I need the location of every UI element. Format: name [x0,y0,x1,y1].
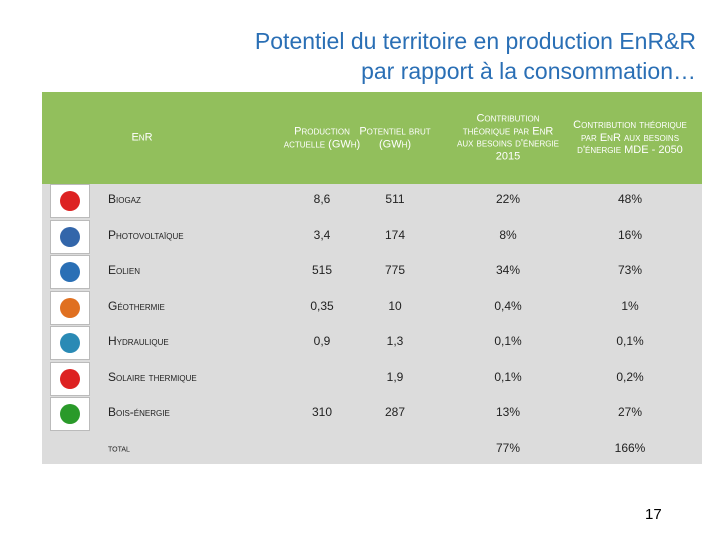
icon-shape [60,191,80,211]
value-cell: 1% [621,298,639,313]
title-line: par rapport à la consommation… [361,58,696,84]
value-cell: 0,1% [494,369,522,384]
value-cell: 775 [384,263,406,278]
icon-shape [60,297,80,318]
header-cell: EnR [131,131,153,144]
value-cell: 77% [495,440,521,455]
value-cell: 0,1% [616,334,644,349]
value-cell: 310 [311,405,333,420]
value-cell: 10 [388,298,402,313]
icon [50,290,90,325]
icon [50,219,90,254]
page-number-box: 17 [585,490,715,540]
header-cell: Contribution théorique par EnR aux besoi… [573,119,687,157]
header-cell: Potentiel brut (GWh) [359,125,431,150]
table-header [42,92,702,184]
icon [50,255,90,289]
value-cell: 511 [385,192,405,207]
icon-shape [60,404,80,424]
value-cell: 73% [617,263,643,278]
header-cell: Production actuelle (GWh) [283,125,361,150]
value-cell: 34% [495,263,521,278]
value-cell: 174 [384,227,406,242]
table: EnR Production actuelle (GWh) Potentiel br… [42,92,702,464]
row-label: Biogaz [108,192,141,207]
row-label: total [108,442,130,454]
icon-shape [60,368,80,389]
value-cell: 13% [495,405,521,420]
value-cell: 8,6 [313,192,331,207]
value-cell: 0,4% [494,298,522,313]
value-cell: 48% [617,192,643,207]
value-cell: 0,35 [310,298,334,313]
value-cell: 22% [495,192,521,207]
value-cell: 27% [617,405,643,420]
icon-shape [60,262,80,282]
page-number: 17 [645,506,662,523]
value-cell: 287 [384,405,406,420]
row-label: Eolien [108,263,141,278]
row-label: Photovoltaïque [108,227,184,242]
icon [50,326,90,360]
icon-shape [60,226,80,247]
value-cell: 0,9 [313,334,331,349]
value-cell: 8% [499,227,517,242]
title-line: Potentiel du territoire en production En… [254,28,696,54]
value-cell: 0,2% [616,369,644,384]
header-cell: Contribution théorique par EnR aux besoi… [456,112,559,163]
value-cell: 1,9 [386,369,404,384]
row-label: Géothermie [108,298,165,313]
icon [50,397,90,431]
value-cell: 3,4 [313,227,331,242]
row-label: Bois-énergie [108,405,170,420]
value-cell: 166% [614,440,646,455]
value-cell: 1,3 [386,334,404,349]
value-cell: 515 [311,263,333,278]
row-label: Solaire thermique [108,369,197,384]
icon [50,361,90,396]
icon [50,184,90,218]
value-cell: 0,1% [494,334,522,349]
icon-shape [60,333,80,353]
row-label: Hydraulique [108,334,169,349]
value-cell: 16% [617,227,643,242]
